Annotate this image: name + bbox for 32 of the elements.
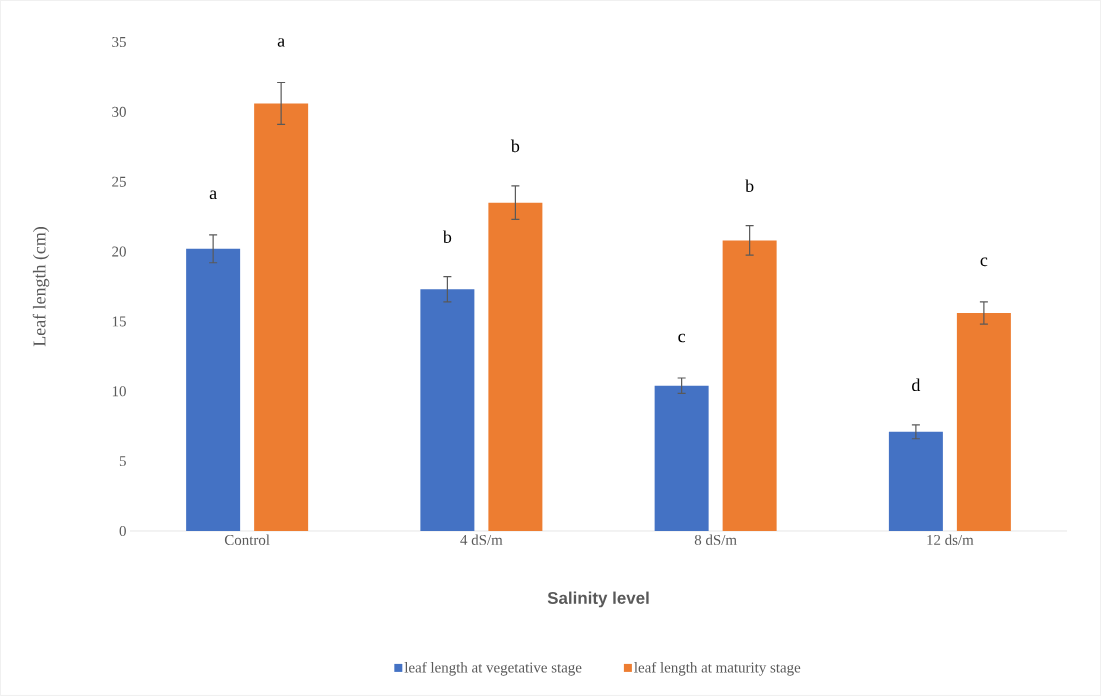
- y-tick-label: 20: [112, 246, 126, 257]
- legend-label: leaf length at maturity stage: [634, 661, 801, 676]
- annotation: c: [678, 333, 686, 343]
- y-tick-label: 25: [112, 176, 126, 187]
- legend-label: leaf length at vegetative stage: [404, 661, 582, 676]
- y-tick-label: 15: [112, 316, 126, 327]
- annotation: b: [442, 230, 452, 244]
- bar: [888, 431, 943, 531]
- y-tick-label: 10: [112, 386, 126, 397]
- y-tick-label: 0: [119, 525, 126, 537]
- bar: [254, 103, 309, 531]
- y-tick-label: 5: [119, 456, 126, 467]
- y-axis-title: Leaf length (cm): [32, 227, 50, 347]
- annotation: d: [912, 378, 921, 392]
- annotation: a: [277, 38, 285, 47]
- y-tick-label: 30: [112, 106, 126, 117]
- bar: [722, 240, 777, 531]
- x-tick-label: 12 ds/m: [927, 534, 974, 546]
- x-tick-label: 4 dS/m: [460, 534, 503, 546]
- bar: [420, 289, 475, 531]
- annotation: c: [980, 257, 988, 267]
- annotation: b: [510, 139, 520, 153]
- x-tick-label: Control: [224, 534, 270, 546]
- bar: [654, 385, 709, 531]
- bar: [488, 202, 543, 531]
- x-axis-title: Salinity level: [547, 591, 649, 608]
- annotation: b: [745, 179, 754, 193]
- bar: [186, 248, 241, 531]
- x-tick-label: 8 dS/m: [694, 534, 737, 546]
- annotation: a: [209, 190, 217, 200]
- y-tick-label: 35: [112, 36, 126, 47]
- bar: [956, 313, 1011, 531]
